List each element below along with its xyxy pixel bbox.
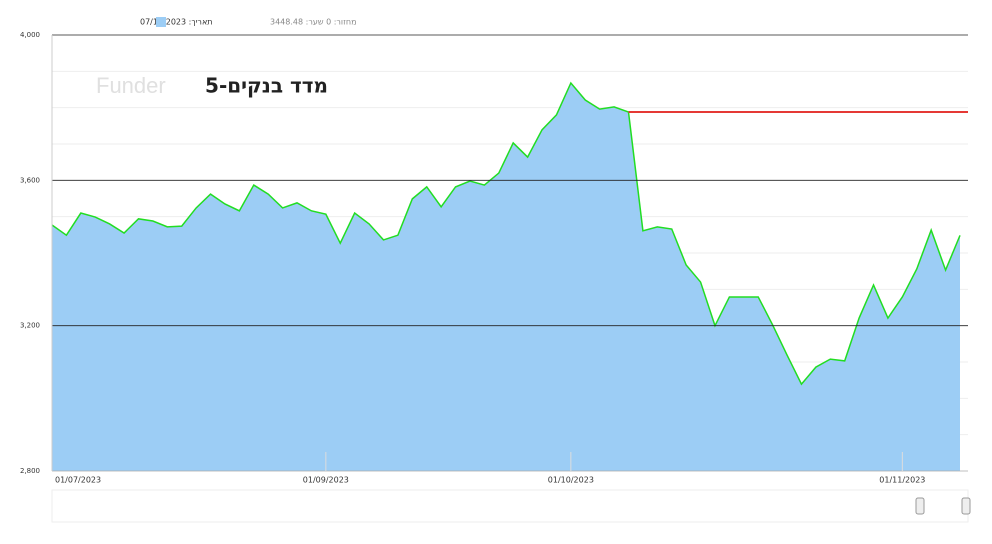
x-tick-label: 01/10/2023 bbox=[548, 476, 594, 485]
y-tick-label: 3,200 bbox=[20, 322, 40, 330]
y-tick-label: 2,800 bbox=[20, 467, 40, 475]
x-tick-label: 01/09/2023 bbox=[303, 476, 349, 485]
navigator[interactable] bbox=[51, 489, 969, 523]
y-tick-label: 3,600 bbox=[20, 176, 40, 184]
legend-swatch bbox=[156, 17, 166, 27]
line bbox=[51, 81, 961, 386]
header-date: תאריך: 07/11/2023 bbox=[140, 18, 213, 27]
x-tick-label: 01/07/2023 bbox=[55, 476, 101, 485]
navigator-handle[interactable] bbox=[961, 497, 971, 515]
watermark: Funder bbox=[96, 73, 166, 98]
navigator-handle[interactable] bbox=[915, 497, 925, 515]
y-tick-label: 4,000 bbox=[20, 31, 40, 39]
area-fill bbox=[52, 82, 960, 472]
header-quote: מחזור: 0 שער: 3448.48 bbox=[270, 18, 357, 27]
x-tick-label: 01/11/2023 bbox=[879, 476, 925, 485]
chart-title: מדד בנקים-5 bbox=[205, 74, 328, 98]
